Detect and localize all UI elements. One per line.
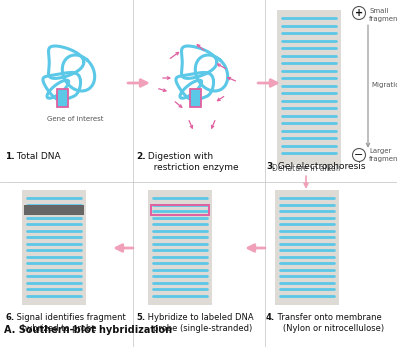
Text: 4.: 4. [266, 313, 275, 322]
Circle shape [353, 7, 366, 19]
Bar [148, 190, 212, 305]
Bar [24, 205, 84, 215]
Bar [57, 89, 68, 107]
Text: Signal identifies fragment
   hybrized to probe: Signal identifies fragment hybrized to p… [14, 313, 126, 333]
Bar [275, 190, 339, 305]
Text: −: − [354, 150, 364, 160]
Text: 1.: 1. [5, 152, 15, 161]
Text: 2.: 2. [136, 152, 146, 161]
Bar [190, 89, 201, 107]
Text: +: + [355, 8, 363, 18]
Text: 6.: 6. [5, 313, 14, 322]
Text: Digestion with
   restriction enzyme: Digestion with restriction enzyme [145, 152, 239, 172]
Text: 5.: 5. [136, 313, 145, 322]
Text: Gel electrophoresis: Gel electrophoresis [275, 162, 366, 171]
Bar [151, 205, 209, 215]
Bar [277, 10, 341, 165]
Text: Hybridize to labeled DNA
   probe (single-stranded): Hybridize to labeled DNA probe (single-s… [145, 313, 254, 333]
Circle shape [353, 149, 366, 161]
Text: 3.: 3. [266, 162, 276, 171]
Text: Small
fragment: Small fragment [369, 8, 397, 22]
Text: Denature in alkali: Denature in alkali [272, 164, 340, 173]
Text: Total DNA: Total DNA [14, 152, 61, 161]
Text: Larger
fragment: Larger fragment [369, 148, 397, 161]
Text: Transfer onto membrane
   (Nylon or nitrocellulose): Transfer onto membrane (Nylon or nitroce… [275, 313, 384, 333]
Text: Gene of interest: Gene of interest [47, 116, 104, 122]
Bar [22, 190, 86, 305]
Text: A. Southern-blot hybridization: A. Southern-blot hybridization [4, 325, 172, 335]
Text: Migration: Migration [371, 82, 397, 88]
